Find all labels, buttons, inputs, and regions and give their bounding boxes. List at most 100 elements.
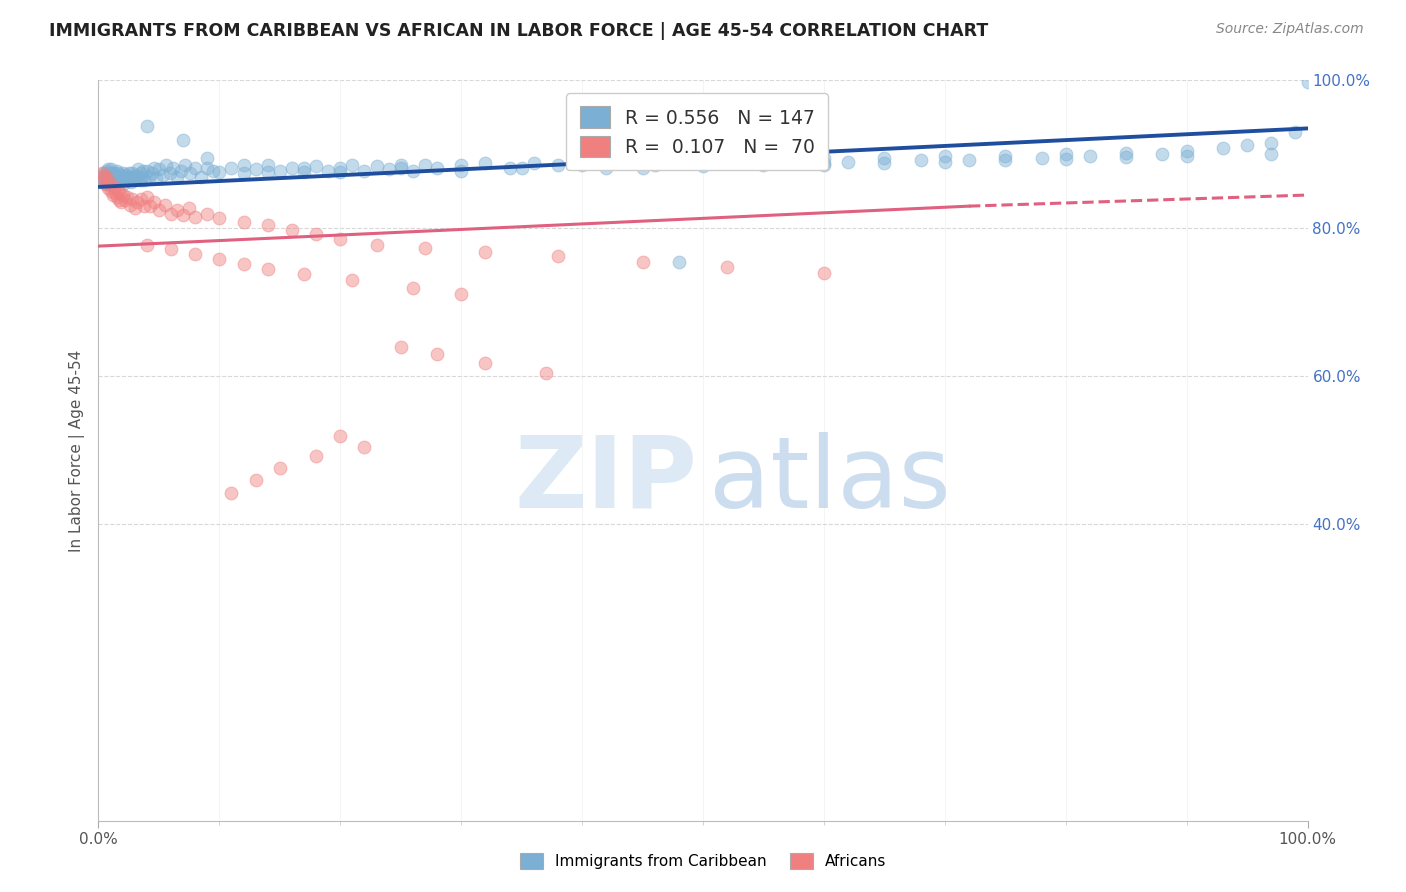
Point bbox=[93, 171, 115, 186]
Point bbox=[127, 195, 149, 210]
Point bbox=[172, 132, 194, 146]
Point bbox=[1296, 75, 1319, 89]
Point bbox=[232, 158, 254, 172]
Point bbox=[172, 208, 194, 222]
Point bbox=[292, 267, 315, 281]
Point bbox=[631, 255, 654, 269]
Point bbox=[98, 172, 121, 186]
Point bbox=[631, 161, 654, 175]
Point bbox=[256, 219, 278, 233]
Point bbox=[166, 202, 188, 217]
Point bbox=[100, 178, 122, 193]
Point bbox=[813, 158, 835, 172]
Point bbox=[160, 242, 183, 256]
Point bbox=[174, 158, 197, 172]
Point bbox=[179, 201, 201, 215]
Point bbox=[910, 153, 932, 168]
Point bbox=[148, 202, 170, 217]
Point bbox=[135, 237, 157, 252]
Point bbox=[765, 153, 787, 168]
Point bbox=[153, 197, 176, 211]
Point bbox=[184, 161, 207, 175]
Point bbox=[245, 162, 267, 177]
Point bbox=[716, 260, 738, 274]
Point bbox=[426, 347, 449, 361]
Point bbox=[93, 168, 115, 182]
Point bbox=[221, 486, 243, 500]
Point bbox=[813, 151, 835, 165]
Point bbox=[103, 180, 125, 194]
Point bbox=[108, 171, 131, 186]
Point bbox=[124, 173, 146, 187]
Point bbox=[366, 159, 388, 173]
Point bbox=[232, 166, 254, 180]
Point bbox=[97, 180, 120, 194]
Point bbox=[752, 158, 775, 172]
Point bbox=[292, 161, 315, 175]
Point bbox=[91, 171, 114, 186]
Point bbox=[105, 173, 128, 187]
Point bbox=[118, 169, 141, 184]
Point bbox=[342, 273, 364, 287]
Point bbox=[97, 162, 120, 177]
Point bbox=[873, 156, 896, 170]
Point bbox=[245, 473, 267, 487]
Point bbox=[184, 247, 207, 261]
Point bbox=[644, 158, 666, 172]
Point bbox=[1054, 152, 1077, 166]
Point bbox=[413, 241, 436, 255]
Point bbox=[716, 153, 738, 168]
Point bbox=[450, 286, 472, 301]
Point bbox=[813, 266, 835, 280]
Point bbox=[994, 153, 1017, 168]
Point bbox=[208, 252, 231, 267]
Point bbox=[96, 163, 118, 178]
Point bbox=[292, 165, 315, 179]
Point bbox=[256, 262, 278, 277]
Point bbox=[342, 158, 364, 172]
Point bbox=[195, 151, 218, 165]
Point bbox=[152, 168, 174, 182]
Point bbox=[190, 169, 212, 184]
Point bbox=[118, 197, 141, 211]
Point bbox=[195, 161, 218, 175]
Point bbox=[474, 245, 496, 260]
Point bbox=[94, 168, 117, 182]
Point bbox=[105, 164, 128, 178]
Point bbox=[1284, 125, 1306, 139]
Point bbox=[366, 237, 388, 252]
Point bbox=[90, 173, 112, 187]
Point bbox=[91, 176, 114, 190]
Point bbox=[389, 340, 412, 354]
Point bbox=[96, 171, 118, 186]
Point bbox=[329, 161, 352, 175]
Point bbox=[94, 177, 117, 191]
Point bbox=[316, 163, 339, 178]
Point bbox=[547, 158, 569, 172]
Point bbox=[668, 154, 690, 169]
Point bbox=[112, 173, 135, 187]
Point bbox=[873, 151, 896, 165]
Point bbox=[105, 190, 128, 204]
Point bbox=[269, 163, 291, 178]
Point bbox=[389, 158, 412, 172]
Point bbox=[98, 176, 121, 190]
Point bbox=[159, 166, 181, 180]
Point bbox=[789, 156, 811, 170]
Point bbox=[100, 176, 122, 190]
Point bbox=[100, 162, 122, 177]
Point bbox=[107, 183, 129, 197]
Point bbox=[547, 250, 569, 264]
Point bbox=[91, 169, 114, 184]
Text: atlas: atlas bbox=[709, 432, 950, 529]
Point bbox=[114, 193, 136, 207]
Point bbox=[510, 161, 533, 175]
Point bbox=[269, 461, 291, 475]
Point bbox=[571, 156, 593, 170]
Point bbox=[305, 159, 328, 173]
Point bbox=[221, 161, 243, 175]
Point bbox=[179, 166, 201, 180]
Point bbox=[108, 186, 131, 200]
Point bbox=[202, 163, 225, 178]
Point bbox=[1054, 147, 1077, 161]
